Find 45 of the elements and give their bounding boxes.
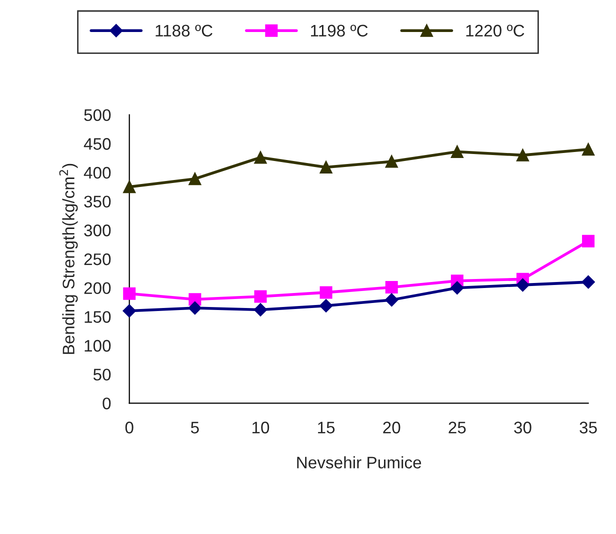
point	[123, 287, 136, 300]
legend-label: 1220 ºC	[466, 24, 524, 37]
y-tick-label: 350	[84, 196, 111, 208]
x-tick-label: 5	[190, 422, 199, 434]
y-tick-label: 200	[84, 282, 111, 294]
y-tick-label: 250	[84, 253, 111, 266]
point	[122, 304, 136, 318]
y-tick-label: 500	[84, 109, 111, 122]
y-tick-label: 50	[93, 368, 111, 381]
point	[450, 281, 464, 294]
x-tick-label: 15	[318, 422, 335, 434]
point	[450, 145, 464, 158]
point	[319, 299, 333, 312]
point	[385, 293, 398, 307]
x-tick-label: 20	[383, 422, 400, 434]
x-axis-title: Nevsehir Pumice	[297, 456, 422, 468]
x-tick-label: 0	[125, 422, 134, 434]
y-tick-label: 450	[84, 138, 111, 150]
point	[188, 172, 202, 186]
point	[385, 155, 398, 168]
point	[254, 290, 267, 303]
y-axis-title: Bending Strength(kg/cm$^{2}$)	[59, 164, 78, 354]
point	[516, 278, 530, 292]
x-tick-label: 35	[580, 422, 597, 434]
y-tick-label: 150	[84, 311, 111, 323]
x-tick-label: 30	[514, 422, 532, 434]
point	[385, 281, 398, 294]
point	[582, 275, 595, 289]
point	[516, 148, 529, 162]
x-tick-label: 25	[448, 422, 466, 434]
point	[254, 303, 268, 316]
legend-label: 1198 ºC	[311, 24, 368, 37]
point	[582, 143, 595, 156]
y-tick-label: 0	[102, 398, 111, 410]
y-tick-label: 300	[84, 224, 111, 236]
y-tick-label: 100	[84, 340, 111, 352]
point	[188, 301, 202, 315]
legend-label: 1188 ºC	[156, 24, 212, 37]
point	[582, 234, 595, 248]
point	[320, 161, 332, 174]
point	[254, 151, 267, 164]
point	[123, 180, 136, 194]
point	[320, 286, 332, 299]
x-tick-label: 10	[252, 422, 270, 434]
y-tick-label: 400	[84, 166, 111, 179]
